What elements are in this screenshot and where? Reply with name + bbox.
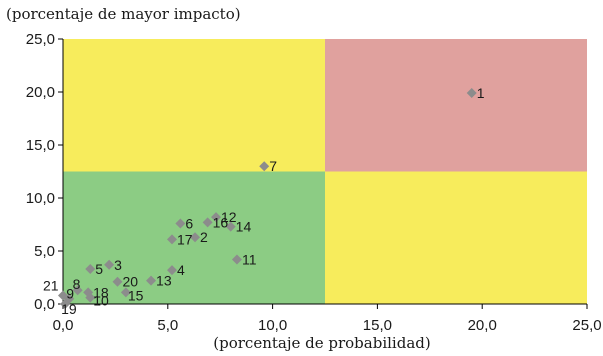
risk-point-marker xyxy=(146,275,157,286)
risk-point-label: 9 xyxy=(66,286,74,302)
risk-point-label: 18 xyxy=(93,284,109,300)
risk-point-label: 1 xyxy=(477,85,485,101)
y-tick-labels: 0,0 5,0 10,0 15,0 20,0 25,0 xyxy=(26,31,55,313)
quadrant-low-impact-high-probability xyxy=(325,171,587,304)
y-tick-label: 20,0 xyxy=(26,84,55,101)
y-tick-label: 10,0 xyxy=(26,190,55,207)
risk-point-marker xyxy=(466,88,477,99)
risk-point-label: 20 xyxy=(122,274,138,290)
risk-point-marker xyxy=(60,299,71,309)
risk-point-label: 4 xyxy=(177,262,185,278)
risk-point-label: 13 xyxy=(156,273,172,289)
risk-point-label: 3 xyxy=(114,257,122,273)
x-tick-label: 10,0 xyxy=(258,317,287,334)
risk-point-marker xyxy=(190,232,201,243)
quadrant-backgrounds xyxy=(63,39,587,304)
x-tick-label: 25,0 xyxy=(572,317,601,334)
risk-point-label: 21 xyxy=(43,278,59,294)
y-tick-label: 0,0 xyxy=(34,296,55,313)
risk-point-marker xyxy=(120,287,131,298)
x-axis-label: (porcentaje de probabilidad) xyxy=(213,334,430,352)
risk-point-label: 2 xyxy=(200,229,208,245)
risk-point-label: 10 xyxy=(93,293,109,309)
risk-point-label: 5 xyxy=(95,261,103,277)
risk-point-label: 19 xyxy=(61,301,77,317)
risk-point-marker xyxy=(231,254,242,265)
x-tick-label: 20,0 xyxy=(468,317,497,334)
risk-point-marker xyxy=(72,285,83,296)
risk-point-label: 11 xyxy=(242,251,257,267)
risk-point-marker xyxy=(112,276,123,287)
risk-point-label: 6 xyxy=(185,215,193,231)
risk-point-marker xyxy=(166,265,177,276)
risk-point-marker xyxy=(225,221,236,232)
y-tick-label: 5,0 xyxy=(34,243,55,260)
risk-point-marker xyxy=(83,287,94,298)
risk-point-marker xyxy=(58,290,68,301)
risk-point-label: 16 xyxy=(213,214,229,230)
y-axis-label: (porcentaje de mayor impacto) xyxy=(6,5,241,23)
y-tick-label: 15,0 xyxy=(26,137,55,154)
risk-point-label: 14 xyxy=(236,219,252,235)
risk-point-label: 15 xyxy=(128,287,144,303)
x-tick-labels: 0,0 5,0 10,0 15,0 20,0 25,0 xyxy=(53,317,602,334)
x-tick-label: 0,0 xyxy=(53,317,74,334)
risk-point-marker xyxy=(202,217,213,228)
quadrant-high-impact-low-probability xyxy=(63,39,325,172)
risk-point-label: 12 xyxy=(221,209,237,225)
risk-point-marker xyxy=(85,264,96,275)
risk-point-marker xyxy=(175,218,186,229)
risk-point-label: 8 xyxy=(73,276,81,292)
risk-point-label: 17 xyxy=(177,231,193,247)
quadrant-high-impact-high-probability xyxy=(325,39,587,172)
x-tick-label: 15,0 xyxy=(363,317,392,334)
risk-point-marker xyxy=(211,212,222,223)
risk-point-marker xyxy=(259,161,270,172)
x-tick-label: 5,0 xyxy=(157,317,178,334)
risk-point-marker xyxy=(166,234,177,245)
risk-point-label: 7 xyxy=(269,158,277,174)
risk-point-marker xyxy=(104,259,115,270)
y-tick-label: 25,0 xyxy=(26,31,55,48)
